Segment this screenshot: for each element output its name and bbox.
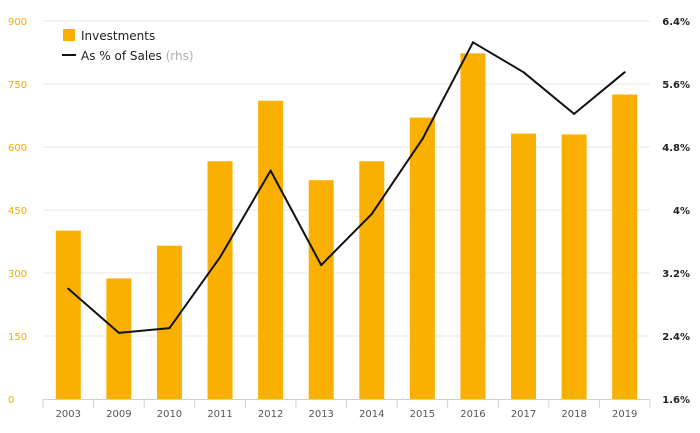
right-tick-label: 4% (673, 206, 690, 217)
left-tick-label: 450 (8, 206, 27, 217)
right-axis: 1.6% 2.4% 3.2% 4% 4.8% 5.6% 6.4% (662, 17, 690, 406)
x-tick-label: 2015 (410, 409, 435, 420)
grid-lines (43, 20, 650, 337)
x-tick-label: 2017 (511, 409, 536, 420)
legend-label-pct-sales: As % of Sales (rhs) (81, 49, 194, 63)
bar-2011 (207, 161, 233, 399)
line-point-2019 (623, 71, 626, 74)
bar-series-investments (55, 53, 638, 400)
legend: Investments As % of Sales (rhs) (62, 29, 194, 63)
left-tick-label: 900 (8, 17, 27, 28)
line-point-2009 (117, 331, 120, 334)
x-tick-label: 2009 (106, 409, 131, 420)
right-tick-label: 2.4% (662, 332, 690, 343)
line-point-2018 (573, 112, 576, 115)
x-tick-label: 2012 (258, 409, 283, 420)
legend-swatch-investments (63, 29, 75, 41)
bar-2010 (156, 245, 182, 399)
legend-label-pct-sales-name: As % of Sales (81, 49, 162, 63)
bar-2003 (55, 230, 81, 399)
left-tick-label: 300 (8, 269, 27, 280)
bar-2019 (612, 94, 638, 399)
line-point-2011 (219, 256, 222, 259)
line-point-2010 (168, 327, 171, 330)
x-tick-label: 2019 (612, 409, 637, 420)
line-series-pct-sales (67, 41, 626, 334)
x-axis: 2003 2009 2010 2011 2012 2013 2014 2015 2016 2017… (42, 399, 651, 420)
x-tick-label: 2003 (56, 409, 81, 420)
x-tick-label: 2014 (359, 409, 384, 420)
right-tick-label: 4.8% (662, 143, 690, 154)
line-point-2012 (269, 169, 272, 172)
left-tick-label: 600 (8, 143, 27, 154)
x-tick-label: 2016 (460, 409, 485, 420)
x-tick-label: 2013 (308, 409, 333, 420)
line-point-2016 (471, 41, 474, 44)
x-tick-label: 2011 (207, 409, 232, 420)
x-tick-label: 2010 (157, 409, 182, 420)
right-tick-label: 6.4% (662, 17, 690, 28)
bar-2015 (409, 117, 435, 399)
line-point-2017 (522, 71, 525, 74)
left-tick-label: 150 (8, 332, 27, 343)
bar-2017 (511, 133, 537, 399)
left-tick-label: 750 (8, 80, 27, 91)
right-tick-label: 5.6% (662, 80, 690, 91)
line-point-2014 (370, 212, 373, 215)
bar-2014 (359, 161, 385, 399)
line-point-2003 (67, 287, 70, 290)
bar-2018 (561, 134, 587, 399)
x-tick-label: 2018 (561, 409, 586, 420)
line-pct-sales (67, 41, 626, 334)
line-point-2013 (320, 264, 323, 267)
left-axis: 0 150 300 450 600 750 900 (8, 17, 27, 406)
legend-label-pct-sales-suffix: (rhs) (162, 49, 194, 63)
bar-2016 (460, 53, 486, 400)
legend-label-investments: Investments (81, 29, 155, 43)
right-tick-label: 3.2% (662, 269, 690, 280)
bar-2012 (258, 100, 284, 400)
line-point-2015 (421, 138, 424, 141)
bar-2009 (106, 278, 132, 399)
left-tick-label: 0 (8, 395, 14, 406)
bar-2013 (308, 180, 334, 399)
right-tick-label: 1.6% (662, 395, 690, 406)
